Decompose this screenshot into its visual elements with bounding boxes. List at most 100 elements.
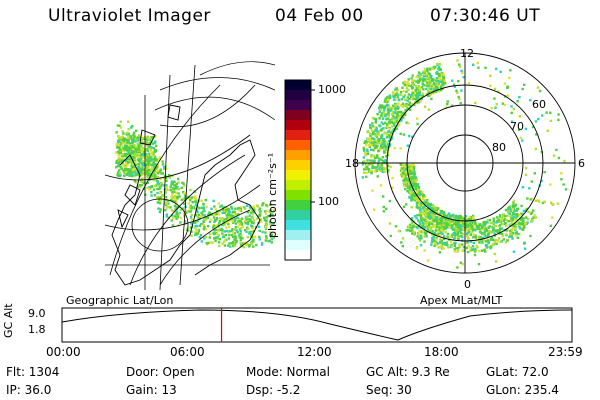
aurora-pixel: [238, 218, 241, 221]
aurora-pixel: [196, 206, 200, 210]
aurora-pixel: [192, 207, 195, 210]
aurora-pixel: [412, 194, 415, 197]
aurora-pixel: [425, 201, 428, 204]
aurora-pixel: [461, 263, 464, 266]
aurora-pixel: [412, 196, 415, 199]
aurora-pixel: [411, 79, 414, 82]
aurora-pixel: [375, 127, 378, 131]
aurora-pixel: [374, 120, 377, 124]
aurora-pixel: [183, 220, 187, 223]
aurora-pixel: [428, 205, 431, 209]
aurora-pixel: [444, 241, 447, 245]
aurora-pixel: [231, 210, 235, 213]
aurora-pixel: [376, 144, 379, 148]
aurora-pixel: [152, 164, 155, 167]
aurora-pixel: [210, 218, 213, 222]
aurora-pixel: [453, 250, 456, 253]
aurora-pixel: [422, 73, 426, 76]
aurora-pixel: [373, 144, 376, 147]
aurora-pixel: [236, 225, 240, 228]
aurora-pixel: [379, 184, 383, 187]
aurora-pixel: [250, 225, 254, 228]
aurora-pixel: [132, 156, 136, 159]
aurora-pixel: [190, 234, 193, 237]
aurora-pixel: [478, 230, 482, 233]
aurora-pixel: [403, 83, 406, 87]
aurora-pixel: [522, 222, 525, 226]
info-ip: IP: 36.0: [6, 383, 52, 397]
aurora-pixel: [415, 80, 418, 83]
aurora-pixel: [427, 90, 430, 93]
aurora-pixel: [473, 219, 477, 222]
aurora-pixel: [170, 180, 173, 183]
aurora-pixel: [150, 155, 153, 158]
aurora-pixel: [134, 151, 138, 154]
aurora-pixel: [483, 223, 486, 227]
aurora-pixel: [386, 125, 389, 128]
aurora-pixel: [134, 147, 137, 151]
aurora-pixel: [122, 169, 125, 172]
aurora-pixel: [482, 222, 485, 225]
aurora-pixel: [446, 222, 449, 225]
aurora-pixel: [430, 83, 433, 86]
aurora-pixel: [438, 226, 441, 230]
aurora-pixel: [426, 227, 430, 231]
aurora-pixel: [473, 253, 477, 257]
aurora-pixel: [474, 101, 477, 105]
aurora-pixel: [423, 206, 426, 209]
aurora-pixel: [157, 207, 160, 210]
aurora-pixel: [444, 106, 448, 109]
aurora-pixel: [447, 212, 451, 215]
aurora-pixel: [118, 174, 121, 178]
aurora-pixel: [205, 242, 208, 245]
aurora-pixel: [422, 194, 426, 197]
aurora-pixel: [234, 222, 238, 225]
aurora-pixel: [380, 163, 383, 167]
aurora-pixel: [409, 190, 412, 194]
info-gc-alt: GC Alt: 9.3 Re: [366, 365, 450, 379]
aurora-pixel: [512, 216, 516, 219]
aurora-pixel: [406, 99, 409, 102]
aurora-pixel: [395, 112, 399, 115]
aurora-pixel: [441, 227, 444, 230]
aurora-pixel: [154, 140, 157, 144]
aurora-pixel: [469, 249, 472, 252]
colorbar-band: [285, 90, 311, 101]
aurora-pixel: [483, 220, 486, 224]
aurora-pixel: [124, 165, 127, 168]
aurora-pixel: [435, 220, 439, 223]
aurora-pixel: [437, 222, 441, 225]
colorbar-band: [285, 80, 311, 91]
aurora-pixel: [414, 182, 417, 186]
aurora-pixel: [515, 209, 518, 212]
aurora-pixel: [378, 157, 381, 160]
aurora-pixel: [504, 215, 507, 218]
coastline-outline: [111, 104, 261, 286]
aurora-pixel: [498, 214, 502, 217]
aurora-pixel: [435, 238, 438, 241]
aurora-pixel: [431, 219, 434, 223]
aurora-pixel: [159, 208, 162, 211]
aurora-pixel: [187, 197, 191, 200]
aurora-pixel: [529, 99, 532, 102]
aurora-pixel: [456, 236, 460, 239]
aurora-pixel: [434, 240, 437, 244]
aurora-pixel: [418, 85, 422, 89]
aurora-pixel: [516, 236, 519, 239]
aurora-pixel: [203, 217, 206, 220]
aurora-pixel: [423, 84, 426, 87]
aurora-pixel: [388, 128, 391, 131]
aurora-pixel: [363, 149, 366, 152]
aurora-pixel: [406, 81, 409, 84]
aurora-pixel: [406, 107, 409, 110]
aurora-pixel: [233, 228, 237, 231]
aurora-pixel: [239, 230, 242, 233]
aurora-pixel: [180, 198, 184, 202]
aurora-pixel: [172, 216, 175, 220]
aurora-pixel: [194, 198, 197, 201]
aurora-pixel: [446, 100, 449, 103]
aurora-pixel: [365, 140, 368, 143]
aurora-pixel: [126, 152, 129, 156]
aurora-pixel: [471, 231, 474, 234]
aurora-pixel: [416, 183, 419, 186]
